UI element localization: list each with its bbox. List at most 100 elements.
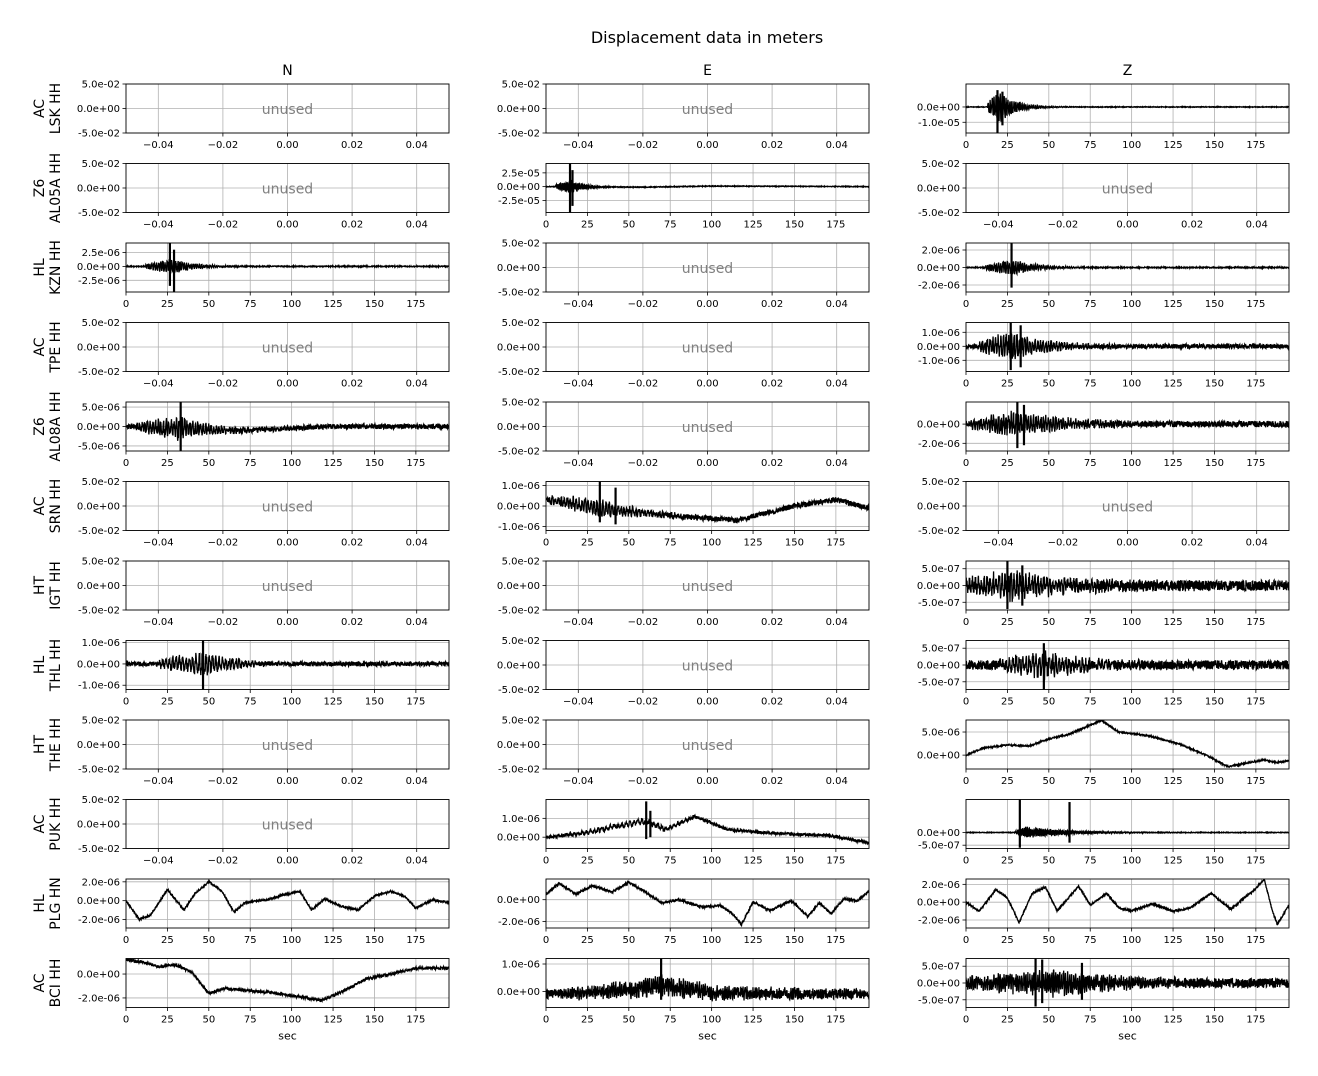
x-tick-label: 25 (581, 220, 594, 231)
panel-frame (545, 799, 870, 849)
x-tick-label: 125 (1164, 776, 1183, 787)
x-tick-label: 0.04 (826, 776, 848, 787)
panel-kzn-e: −0.04 −0.02 0.00 0.02 0.04 5.0e-02 0.0e+00 -5.0… (497, 239, 870, 310)
x-tick-label: 0.00 (276, 220, 298, 231)
y-tick-label: 0.0e+00 (497, 422, 540, 433)
waveform-trace (966, 720, 1289, 769)
x-tick-label: 0.02 (761, 697, 783, 708)
x-tick-label: 25 (1001, 458, 1014, 469)
x-tick-label: 150 (1205, 856, 1224, 867)
x-tick-label: 0.00 (1116, 220, 1138, 231)
x-tick-label: 150 (1205, 776, 1224, 787)
y-tick-label: 0.0e+00 (917, 184, 960, 195)
x-tick-label: 0 (963, 458, 969, 469)
y-tick-label: -5.0e-06 (78, 441, 120, 452)
station-channel: PUK HH (48, 797, 64, 850)
y-tick-label: 5.0e-02 (502, 557, 540, 568)
y-tick-label: -2.5e-06 (78, 276, 120, 287)
y-tick-label: -5.0e-02 (498, 447, 540, 458)
x-tick-label: 125 (324, 697, 343, 708)
x-tick-label: −0.04 (563, 140, 594, 151)
x-tick-label: 0.00 (276, 538, 298, 549)
y-tick-label: -2.0e-06 (498, 917, 540, 928)
y-tick-label: 5.0e-07 (922, 564, 960, 575)
x-tick-label: 150 (1205, 1015, 1224, 1026)
y-tick-label: 0.0e+00 (917, 898, 960, 909)
station-channel: IGT HH (48, 561, 64, 610)
x-tick-label: 0.02 (1181, 538, 1203, 549)
x-tick-label: −0.04 (563, 299, 594, 310)
panel-bci-e: 0 25 50 75 100 125 150 175 1.0e-06 0.0e+00 (497, 958, 870, 1026)
x-tick-label: 150 (785, 220, 804, 231)
x-tick-label: 50 (1042, 379, 1055, 390)
x-tick-label: 0.02 (341, 776, 363, 787)
panel-igt-e: −0.04 −0.02 0.00 0.02 0.04 5.0e-02 0.0e+00 -5.0… (497, 557, 870, 628)
waveform-trace (546, 179, 869, 194)
x-tick-label: 25 (1001, 935, 1014, 946)
x-tick-label: 150 (1205, 299, 1224, 310)
x-tick-label: 100 (1122, 140, 1141, 151)
unused-label: unused (262, 102, 313, 118)
x-tick-label: 0.04 (826, 697, 848, 708)
x-tick-label: 125 (1164, 617, 1183, 628)
panel-frame (125, 640, 450, 690)
panel-tpe-n: −0.04 −0.02 0.00 0.02 0.04 5.0e-02 0.0e+00 -5.0… (77, 318, 450, 390)
panel-al08a-e: −0.04 −0.02 0.00 0.02 0.04 5.0e-02 0.0e+00 -5.0… (497, 398, 870, 469)
x-tick-label: 50 (202, 697, 215, 708)
x-tick-label: 0.04 (826, 379, 848, 390)
y-tick-label: -2.0e-06 (78, 915, 120, 926)
y-tick-label: 0.0e+00 (497, 833, 540, 844)
y-tick-label: 5.0e-07 (922, 962, 960, 973)
x-tick-label: 150 (1205, 379, 1224, 390)
x-tick-label: 50 (1042, 140, 1055, 151)
panel-frame (545, 640, 870, 690)
x-tick-label: 0.02 (761, 140, 783, 151)
y-tick-label: 5.0e-02 (82, 159, 120, 170)
panel-frame (125, 401, 450, 452)
x-tick-label: 175 (826, 856, 845, 867)
x-tick-label: 150 (365, 697, 384, 708)
unused-label: unused (682, 420, 733, 436)
waveform-trace (966, 333, 1289, 360)
x-tick-label: 125 (324, 935, 343, 946)
x-tick-label: 0 (963, 935, 969, 946)
x-tick-label: 175 (1246, 617, 1265, 628)
y-tick-label: -5.0e-02 (498, 685, 540, 696)
y-tick-label: -5.0e-02 (78, 606, 120, 617)
y-tick-label: -5.0e-02 (78, 526, 120, 537)
x-tick-label: 0.00 (276, 379, 298, 390)
x-tick-label: 100 (282, 299, 301, 310)
x-tick-label: 0.00 (696, 299, 718, 310)
x-tick-label: 175 (406, 458, 425, 469)
y-tick-label: 1.0e-06 (922, 328, 960, 339)
panel-bci-n: 0 25 50 75 100 125 150 175 0.0e+00 -2.0e-06 (77, 958, 450, 1026)
x-tick-label: 0 (963, 697, 969, 708)
x-tick-label: 100 (702, 935, 721, 946)
station-channel: BCI HH (48, 959, 64, 1008)
unused-label: unused (262, 818, 313, 834)
network-code: HL (32, 656, 48, 675)
y-tick-label: 5.0e-02 (82, 557, 120, 568)
x-tick-label: 125 (1164, 935, 1183, 946)
x-tick-label: 25 (161, 697, 174, 708)
x-tick-label: 0 (963, 299, 969, 310)
x-tick-label: 175 (406, 935, 425, 946)
x-tick-label: 100 (702, 1015, 721, 1026)
station-label-thl: HLTHL HH (32, 639, 64, 692)
x-tick-label: −0.04 (143, 220, 174, 231)
panel-the-e: −0.04 −0.02 0.00 0.02 0.04 5.0e-02 0.0e+00 -5.0… (497, 716, 870, 787)
x-tick-label: 125 (744, 856, 763, 867)
panel-frame (545, 719, 870, 770)
y-tick-label: 0.0e+00 (77, 896, 120, 907)
x-tick-label: 175 (1246, 1015, 1265, 1026)
y-tick-label: 2.5e-06 (82, 248, 120, 259)
x-tick-label: −0.04 (563, 617, 594, 628)
x-tick-label: 100 (1122, 299, 1141, 310)
y-tick-label: 5.0e-02 (82, 318, 120, 329)
y-tick-label: -2.0e-06 (918, 281, 960, 292)
panel-tpe-z: 0 25 50 75 100 125 150 175 1.0e-06 0.0e+00 -1.0e-0… (917, 322, 1290, 390)
x-tick-label: 0 (963, 617, 969, 628)
x-tick-label: 100 (702, 220, 721, 231)
station-label-tpe: ACTPE HH (32, 321, 64, 373)
panel-al08a-z: 0 25 50 75 100 125 150 175 0.0e+00 -2.0e-06 (917, 401, 1290, 469)
